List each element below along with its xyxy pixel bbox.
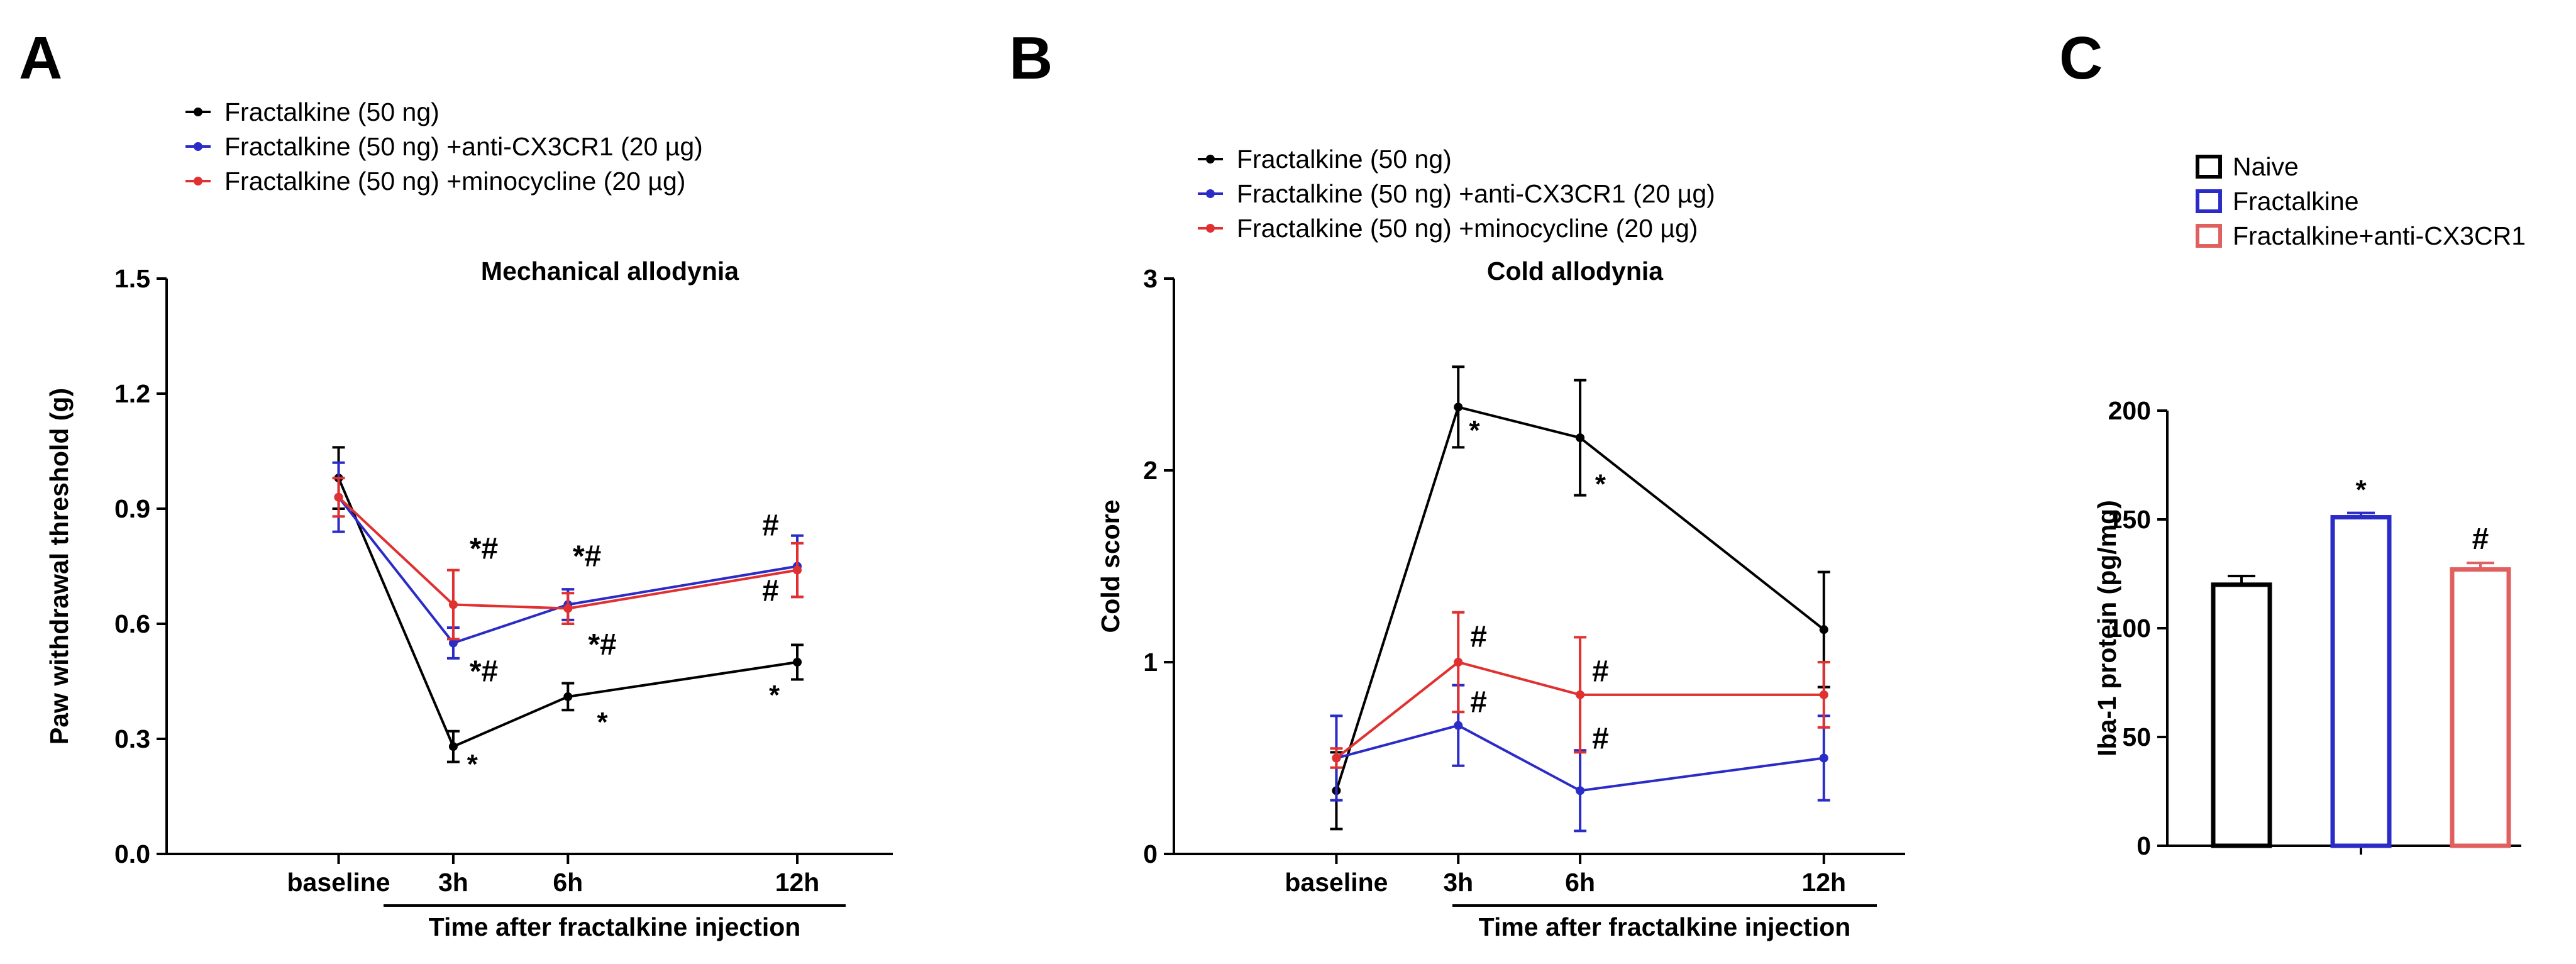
legend-label: Fractalkine (50 ng) +minocycline (20 µg) [1237,214,1698,243]
x-tick-label: 12h [1801,868,1846,897]
legend-label: Fractalkine [2233,187,2359,216]
data-point [1819,690,1828,699]
bar [2211,582,2272,848]
x-tick-label: 3h [438,868,468,897]
x-axis-label: Time after fractalkine injection [1479,912,1851,941]
data-point [448,600,458,609]
significance-marker: *# [588,628,616,662]
data-point [1576,433,1585,443]
significance-marker: *# [573,540,601,573]
legend-label: Fractalkine (50 ng) +minocycline (20 µg) [224,167,685,196]
data-point [1576,690,1585,699]
x-tick-label: baseline [287,868,390,897]
panel-c-chart: 0 50 100 150 200 Iba-1 protein (pg/mg) Naive Fr… [2092,152,2526,860]
series-line [1335,724,1825,792]
y-tick-label: 0.0 [114,839,150,868]
y-tick-label: 0 [2137,831,2151,860]
series-line [1335,405,1825,791]
y-axis-label: Iba-1 protein (pg/mg) [2092,500,2121,756]
legend-swatch [2196,155,2222,179]
legend-swatch-marker [194,142,202,151]
x-tick-label: 3h [1443,868,1473,897]
panel-letter-a: A [19,25,62,92]
panel-letter-c: C [2059,25,2103,92]
legend-swatch-marker [194,177,202,186]
y-axis-label: Cold score [1096,500,1125,633]
series-line [338,496,798,610]
series-line [1335,660,1824,760]
x-tick-label: baseline [1285,868,1388,897]
y-tick-label: 3 [1143,264,1158,293]
x-tick-label: 12h [775,868,820,897]
series-line [337,496,798,645]
data-point [1454,402,1463,412]
x-axis-label: Time after fractalkine injection [429,912,801,941]
significance-marker: # [2472,523,2489,556]
y-tick-label: 1.2 [114,379,150,408]
panel-a-chart: 0.0 0.3 0.6 0.9 1.2 1.5 baseline 3h 6h 12h Mechani… [45,97,893,941]
data-point [793,565,802,575]
legend-swatch-marker [1206,155,1215,163]
legend-label: Fractalkine (50 ng) [224,97,439,126]
y-tick-label: 0.9 [114,494,150,523]
data-point [1819,753,1828,763]
significance-marker: * [2355,475,2367,506]
significance-marker: # [762,509,779,543]
legend-label: Fractalkine (50 ng) +anti-CX3CR1 (20 µg) [224,132,703,161]
legend-swatch-marker [194,108,202,116]
legend-swatch-marker [1206,189,1215,198]
y-tick-label: 1 [1143,648,1158,677]
legend-swatch [2196,224,2222,248]
significance-marker: *# [470,655,498,689]
data-point [448,742,458,751]
data-point [1454,658,1463,667]
significance-marker: # [1470,621,1487,654]
bar [2450,567,2511,848]
legend-label: Fractalkine (50 ng) +anti-CX3CR1 (20 µg) [1237,179,1715,208]
significance-marker: * [597,707,608,738]
panel-b-chart: 0 1 2 3 baseline 3h 6h 12h Cold allodynia Cold sc… [1096,145,1905,941]
x-tick-label: 6h [1565,868,1595,897]
significance-marker: # [1470,685,1487,719]
legend-label: Naive [2233,152,2299,181]
legend-label: Fractalkine+anti-CX3CR1 [2233,221,2526,250]
y-tick-label: 50 [2122,723,2151,751]
data-point [1576,786,1585,795]
y-tick-label: 0 [1143,839,1158,868]
significance-marker: * [467,749,478,780]
x-tick-label: 6h [553,868,583,897]
chart-title: Mechanical allodynia [481,257,739,285]
data-point [1332,753,1341,763]
y-tick-label: 100 [2108,614,2151,643]
significance-marker: * [769,680,780,711]
series-line [337,477,798,748]
data-point [1819,625,1828,634]
significance-marker: * [1469,415,1481,446]
legend-swatch [2196,189,2222,213]
data-point [793,658,802,667]
significance-marker: *# [470,532,498,565]
y-tick-label: 2 [1143,456,1158,485]
y-tick-label: 200 [2108,396,2151,425]
chart-title: Cold allodynia [1487,257,1664,285]
y-tick-label: 1.5 [114,264,150,293]
y-tick-label: 0.3 [114,724,150,753]
data-point [563,604,573,613]
data-point [448,638,458,648]
legend-swatch-marker [1206,224,1215,233]
bar [2330,515,2392,848]
data-point [1454,721,1463,730]
y-tick-label: 0.6 [114,609,150,638]
data-point [563,692,573,701]
data-point [334,492,343,502]
panel-letter-b: B [1009,25,1053,92]
significance-marker: # [1592,655,1609,689]
significance-marker: * [1595,469,1606,500]
y-tick-label: 150 [2108,505,2151,534]
significance-marker: # [762,574,779,607]
significance-marker: # [1592,722,1609,755]
legend-label: Fractalkine (50 ng) [1237,145,1452,174]
y-axis-label: Paw withdrawal threshold (g) [45,388,74,745]
